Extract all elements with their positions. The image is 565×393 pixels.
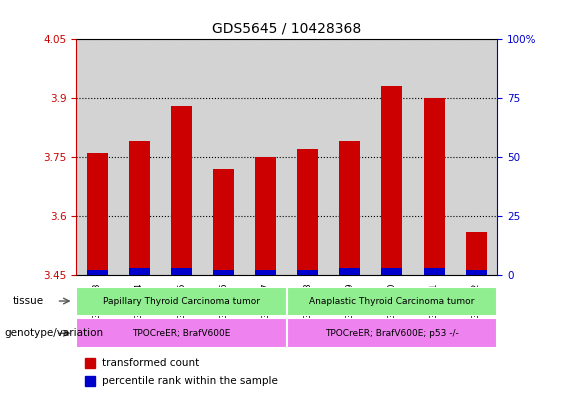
Bar: [76, 318, 287, 348]
Text: transformed count: transformed count: [102, 358, 199, 368]
Bar: [466, 270, 486, 275]
Bar: [255, 270, 276, 275]
Bar: [129, 268, 150, 275]
Title: GDS5645 / 10428368: GDS5645 / 10428368: [212, 21, 362, 35]
Bar: [287, 287, 497, 316]
Text: percentile rank within the sample: percentile rank within the sample: [102, 376, 277, 386]
Bar: [297, 270, 318, 275]
Text: TPOCreER; BrafV600E: TPOCreER; BrafV600E: [132, 329, 231, 338]
Bar: [287, 39, 329, 275]
Bar: [381, 268, 402, 275]
Bar: [455, 39, 497, 275]
Bar: [413, 39, 455, 275]
Bar: [255, 157, 276, 275]
Bar: [245, 39, 287, 275]
Bar: [213, 169, 234, 275]
Bar: [213, 270, 234, 275]
Bar: [87, 153, 108, 275]
Bar: [76, 287, 287, 316]
Bar: [466, 232, 486, 275]
Bar: [202, 39, 245, 275]
Bar: [171, 268, 192, 275]
Text: Papillary Thyroid Carcinoma tumor: Papillary Thyroid Carcinoma tumor: [103, 297, 260, 306]
Text: Anaplastic Thyroid Carcinoma tumor: Anaplastic Thyroid Carcinoma tumor: [309, 297, 475, 306]
Bar: [297, 149, 318, 275]
Bar: [287, 318, 497, 348]
Bar: [87, 270, 108, 275]
Bar: [129, 141, 150, 275]
Bar: [76, 39, 119, 275]
Bar: [171, 106, 192, 275]
Bar: [119, 39, 160, 275]
Bar: [329, 39, 371, 275]
Bar: [85, 376, 95, 386]
Text: genotype/variation: genotype/variation: [5, 328, 103, 338]
Bar: [85, 358, 95, 368]
Bar: [424, 268, 445, 275]
Bar: [340, 268, 360, 275]
Bar: [340, 141, 360, 275]
Text: tissue: tissue: [12, 296, 44, 306]
Bar: [424, 98, 445, 275]
Bar: [371, 39, 413, 275]
Bar: [160, 39, 202, 275]
Text: TPOCreER; BrafV600E; p53 -/-: TPOCreER; BrafV600E; p53 -/-: [325, 329, 459, 338]
Bar: [381, 86, 402, 275]
